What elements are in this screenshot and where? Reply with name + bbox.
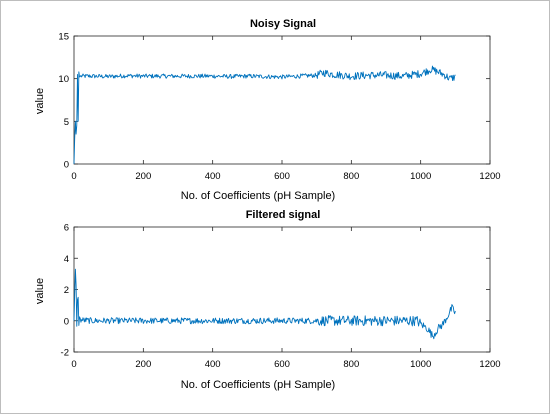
noisy-signal-title: Noisy Signal: [250, 18, 316, 30]
filtered-signal-xlabel: No. of Coefficients (pH Sample): [181, 379, 335, 391]
noisy-signal-xtick-label: 1000: [410, 171, 431, 182]
noisy-signal-ylabel: value: [34, 88, 46, 114]
filtered-signal-title: Filtered signal: [246, 209, 321, 221]
noisy-signal-axes-box: [73, 35, 491, 165]
noisy-signal-xtick-label: 1200: [479, 171, 500, 182]
filtered-signal-ytick-label: 4: [64, 254, 69, 265]
noisy-signal-xtick-label: 800: [343, 171, 359, 182]
filtered-signal-series-line: [73, 268, 456, 340]
filtered-signal-axes-box: [73, 226, 491, 353]
noisy-signal-ytick-label: 5: [64, 117, 69, 128]
noisy-signal-xtick-label: 200: [135, 171, 151, 182]
filtered-signal-ytick-label: -2: [61, 348, 69, 359]
noisy-signal-ytick-label: 15: [58, 32, 69, 43]
filtered-signal-xtick-label: 800: [343, 359, 359, 370]
noisy-signal-panel: Noisy Signal No. of Coefficients (pH Sam…: [34, 18, 501, 202]
filtered-signal-panel: Filtered signal No. of Coefficients (pH …: [34, 209, 501, 391]
filtered-signal-ytick-label: 6: [64, 223, 69, 234]
filtered-signal-xtick-label: 0: [71, 359, 76, 370]
noisy-signal-xtick-label: 0: [71, 171, 76, 182]
noisy-signal-ytick-label: 10: [58, 74, 69, 85]
filtered-signal-ytick-label: 0: [64, 316, 69, 327]
filtered-signal-ylabel: value: [34, 278, 46, 304]
noisy-signal-xtick-label: 400: [205, 171, 221, 182]
filtered-signal-xtick-label: 200: [135, 359, 151, 370]
filtered-signal-xtick-label: 1000: [410, 359, 431, 370]
noisy-signal-xtick-label: 600: [274, 171, 290, 182]
filtered-signal-xtick-label: 1200: [479, 359, 500, 370]
noisy-signal-series-line: [73, 65, 456, 165]
noisy-signal-ytick-label: 0: [64, 160, 69, 171]
filtered-signal-ytick-label: 2: [64, 285, 69, 296]
filtered-signal-xtick-label: 600: [274, 359, 290, 370]
noisy-signal-xlabel: No. of Coefficients (pH Sample): [181, 190, 335, 202]
filtered-signal-xtick-label: 400: [205, 359, 221, 370]
